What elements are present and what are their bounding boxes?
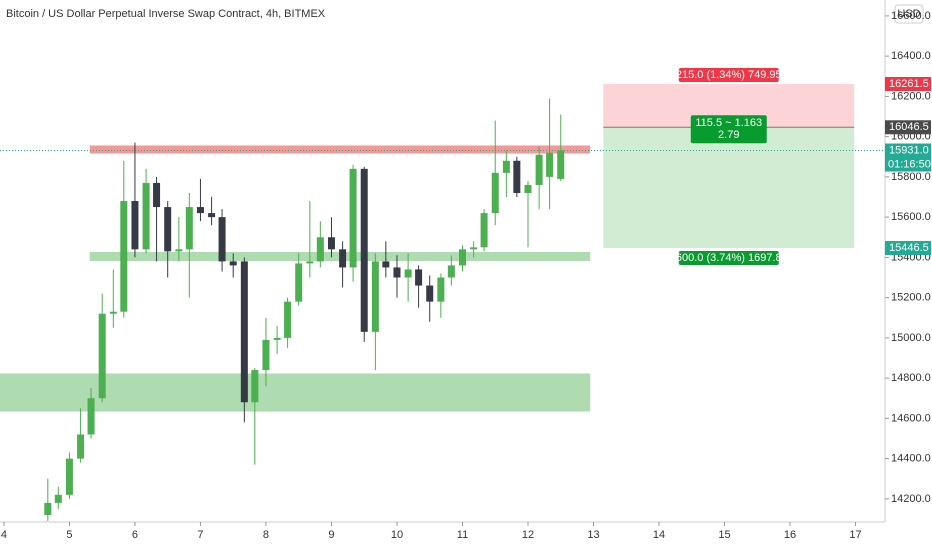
ratio-label: 115.5 ~ 1.163: [695, 117, 762, 129]
candle-body: [87, 398, 95, 435]
x-tick-label: 14: [653, 529, 665, 541]
y-tick-label: 14200.0: [891, 493, 931, 505]
candle-body: [513, 160, 521, 193]
x-tick-label: 5: [66, 529, 72, 541]
price-tag-label: 16046.5: [889, 121, 929, 133]
candle-body: [284, 301, 292, 338]
x-tick-label: 8: [263, 529, 269, 541]
price-tag-label: 15446.5: [889, 242, 929, 254]
y-tick-label: 14800.0: [891, 372, 931, 384]
candle-body: [382, 261, 390, 268]
x-tick-label: 11: [457, 529, 468, 541]
candle-body: [415, 269, 423, 286]
currency-label[interactable]: USD: [897, 8, 920, 20]
candle-body: [339, 249, 347, 268]
x-tick-label: 9: [328, 529, 334, 541]
target-area: [603, 127, 855, 249]
x-tick-label: 16: [784, 529, 796, 541]
y-tick-label: 15600.0: [891, 211, 931, 223]
candle-body: [164, 207, 172, 252]
candle-body: [229, 261, 237, 266]
candle-body: [360, 168, 368, 332]
candle-body: [120, 201, 128, 312]
x-tick-label: 13: [587, 529, 599, 541]
y-tick-label: 16600.0: [891, 10, 931, 22]
y-tick-label: 16200.0: [891, 90, 931, 102]
candle-body: [437, 277, 445, 302]
price-tag: [885, 241, 931, 256]
candle-body: [316, 237, 324, 262]
countdown: 01:16:50: [888, 158, 931, 170]
y-tick-label: 14600.0: [891, 412, 931, 424]
y-tick-label: 14400.0: [891, 453, 931, 465]
price-tag: [885, 143, 931, 158]
ratio-label: 2.79: [718, 129, 739, 141]
candle-body: [44, 502, 52, 515]
candle-body: [295, 263, 303, 302]
x-tick-label: 6: [132, 529, 138, 541]
candle-body: [175, 249, 183, 252]
candle-body: [142, 182, 150, 250]
price-tag: [885, 120, 931, 135]
candle-body: [240, 261, 248, 403]
candle-body: [480, 213, 488, 248]
candle-body: [273, 337, 281, 340]
candle-body: [349, 168, 357, 268]
target-label: 600.0 (3.74%) 1697.8: [676, 252, 782, 264]
candle-body: [153, 182, 161, 208]
candle-body: [218, 217, 226, 262]
candle-body: [306, 261, 314, 264]
y-tick-label: 16400.0: [891, 50, 931, 62]
y-tick-label: 15800.0: [891, 171, 931, 183]
candle-body: [491, 172, 499, 214]
candle-body: [65, 458, 73, 495]
candle-body: [470, 247, 478, 250]
stop-label: 215.0 (1.34%) 749.95: [676, 69, 782, 81]
zone: [89, 145, 591, 154]
candle-body: [98, 313, 106, 399]
candle-body: [524, 184, 532, 193]
candle-body: [208, 213, 216, 218]
price-tag: [885, 77, 931, 92]
candle-body: [251, 370, 259, 403]
candle-body: [535, 154, 543, 185]
price-tag-label: 16261.5: [889, 78, 929, 90]
target-label-box: [678, 251, 779, 266]
candle-body: [131, 201, 139, 250]
candle-body: [185, 207, 193, 250]
candle-body: [557, 150, 565, 179]
candle-body: [196, 207, 204, 214]
ratio-label-box: [690, 115, 767, 144]
y-tick-label: 15200.0: [891, 292, 931, 304]
candle-body: [458, 249, 466, 266]
x-tick-label: 17: [849, 529, 861, 541]
chart-title: Bitcoin / US Dollar Perpetual Inverse Sw…: [6, 8, 326, 20]
candle-body: [327, 237, 335, 250]
x-tick-label: 7: [197, 529, 203, 541]
y-tick-label: 15000.0: [891, 332, 931, 344]
candle-body: [262, 339, 270, 371]
candle-body: [109, 311, 117, 314]
price-tag-label: 15931.0: [889, 144, 929, 156]
stop-label-box: [678, 68, 779, 83]
candle-body: [54, 494, 62, 503]
zone: [0, 373, 591, 412]
candle-body: [393, 267, 401, 278]
x-tick-label: 4: [1, 529, 7, 541]
candle-body: [426, 285, 434, 302]
x-tick-label: 10: [391, 529, 403, 541]
currency-button[interactable]: [894, 4, 924, 24]
candle-body: [546, 152, 554, 177]
candle-body: [404, 269, 412, 278]
x-tick-label: 15: [718, 529, 730, 541]
candle-body: [77, 434, 85, 459]
candle-body: [447, 265, 455, 278]
countdown-tag: [885, 157, 931, 172]
candle-body: [502, 160, 510, 173]
candle-body: [371, 261, 379, 332]
x-tick-label: 12: [522, 529, 534, 541]
